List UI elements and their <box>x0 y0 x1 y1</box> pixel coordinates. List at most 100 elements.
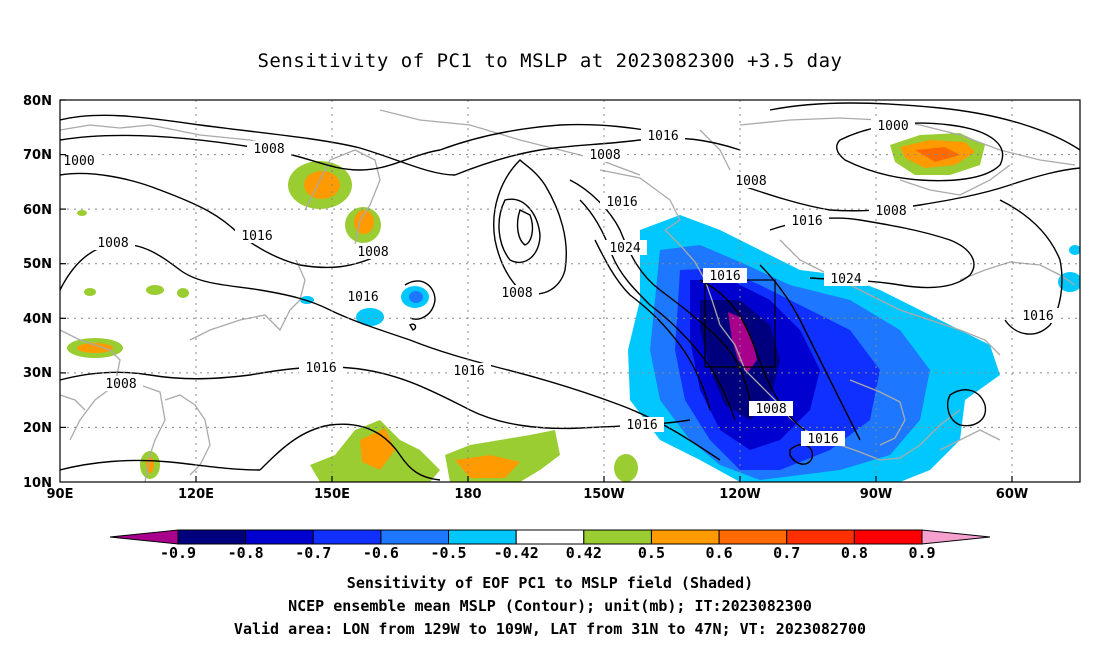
svg-text:1016: 1016 <box>626 418 657 433</box>
colorbar-tick-label: -0.42 <box>494 544 539 562</box>
contour-label: 1008 <box>351 244 395 260</box>
coastlines <box>60 109 1076 482</box>
colorbar-segment <box>650 529 720 545</box>
lon-label: 150W <box>583 487 624 502</box>
colorbar-segment <box>718 529 788 545</box>
contour-label: 1016 <box>447 363 491 379</box>
contour-label: 1008 <box>495 285 539 301</box>
contour-label: 1016 <box>641 128 685 144</box>
svg-text:1008: 1008 <box>97 236 128 251</box>
lon-label: 120W <box>719 487 760 502</box>
plot-frame <box>59 99 1081 483</box>
lon-label: 120E <box>178 487 214 502</box>
contour-label: 1016 <box>703 268 747 284</box>
svg-text:1008: 1008 <box>589 148 620 163</box>
lat-label: 80N <box>23 94 52 109</box>
contour-label: 1016 <box>299 360 343 376</box>
contour-label: 1016 <box>620 417 664 433</box>
lat-label: 10N <box>23 476 52 491</box>
contour-label: 1008 <box>749 401 793 417</box>
lat-label: 30N <box>23 366 52 381</box>
footer-line-2: NCEP ensemble mean MSLP (Contour); unit(… <box>288 597 812 615</box>
colorbar-tick-label: -0.9 <box>160 544 196 562</box>
colorbar-tick-label: 0.42 <box>566 544 602 562</box>
colorbar-tick-label: 0.6 <box>706 544 733 562</box>
colorbar-tick-label: -0.6 <box>363 544 399 562</box>
svg-text:1024: 1024 <box>830 272 861 287</box>
lat-label: 60N <box>23 203 52 218</box>
colorbar-segment <box>245 529 314 545</box>
svg-text:1000: 1000 <box>877 119 908 134</box>
colorbar-segment <box>312 529 382 545</box>
figure-title: Sensitivity of PC1 to MSLP at 2023082300… <box>257 50 843 72</box>
lon-label: 150E <box>314 487 350 502</box>
contour-label: 1016 <box>341 289 385 305</box>
colorbar-tick-label: -0.8 <box>228 544 264 562</box>
svg-text:1016: 1016 <box>453 364 484 379</box>
contour-label: 1016 <box>785 213 829 229</box>
colorbar-segment <box>515 529 585 545</box>
colorbar-tick-label: 0.5 <box>638 544 665 562</box>
lon-label: 180 <box>454 487 481 502</box>
footer-line-3: Valid area: LON from 129W to 109W, LAT f… <box>233 620 867 638</box>
svg-text:1016: 1016 <box>647 129 678 144</box>
contour-label: 1000 <box>871 118 915 134</box>
svg-text:1008: 1008 <box>735 174 766 189</box>
colorbar <box>109 529 991 545</box>
svg-text:1008: 1008 <box>253 142 284 157</box>
longitude-labels: 90E 120E 150E 180 150W 120W 90W 60W <box>47 487 1029 502</box>
latitude-labels: 80N 70N 60N 50N 40N 30N 20N 10N <box>23 94 52 491</box>
contour-label: 1016 <box>235 228 279 244</box>
lat-label: 20N <box>23 421 52 436</box>
axis-ticks <box>60 99 1013 482</box>
contour-label: 1008 <box>99 376 143 392</box>
svg-text:1008: 1008 <box>501 286 532 301</box>
colorbar-tick-label: 0.7 <box>773 544 800 562</box>
contour-label: 1016 <box>1016 308 1060 324</box>
colorbar-segment <box>448 529 517 545</box>
footer-line-1: Sensitivity of EOF PC1 to MSLP field (Sh… <box>346 574 754 592</box>
contour-label: 1008 <box>91 235 135 251</box>
contour-label: 1000 <box>60 153 101 169</box>
colorbar-max-arrow <box>921 529 991 545</box>
svg-text:1016: 1016 <box>1022 309 1053 324</box>
colorbar-labels: -0.9 -0.8 -0.7 -0.6 -0.5 -0.42 0.42 0.5 0.6 0.7 0.… <box>160 544 936 562</box>
colorbar-segment <box>380 529 450 545</box>
lon-label: 60W <box>996 487 1028 502</box>
lat-label: 50N <box>23 257 52 272</box>
contour-label: 1016 <box>600 194 644 210</box>
lat-label: 70N <box>23 148 52 163</box>
contour-label: 1024 <box>603 240 647 256</box>
colorbar-tick-label: 0.8 <box>841 544 868 562</box>
colorbar-tick-label: -0.5 <box>430 544 466 562</box>
contour-labels: 1000 1000 1008 1008 1008 1008 1008 1008 … <box>60 118 1060 447</box>
colorbar-min-arrow <box>109 529 179 545</box>
colorbar-tick-label: 0.9 <box>908 544 935 562</box>
gridlines <box>60 100 1080 482</box>
lon-label: 90E <box>47 487 74 502</box>
svg-text:1016: 1016 <box>606 195 637 210</box>
svg-text:1000: 1000 <box>63 154 94 169</box>
svg-text:1008: 1008 <box>755 402 786 417</box>
contour-label: 1016 <box>801 431 845 447</box>
contour-label: 1008 <box>869 203 913 219</box>
contour-label: 1024 <box>824 271 868 287</box>
svg-text:1016: 1016 <box>347 290 378 305</box>
svg-text:1024: 1024 <box>609 241 640 256</box>
lat-label: 40N <box>23 312 52 327</box>
colorbar-segment <box>583 529 652 545</box>
contour-label: 1008 <box>729 173 773 189</box>
svg-text:1016: 1016 <box>791 214 822 229</box>
colorbar-segment <box>786 529 855 545</box>
contour-label: 1008 <box>583 147 627 163</box>
svg-text:1016: 1016 <box>709 269 740 284</box>
svg-text:1008: 1008 <box>105 377 136 392</box>
svg-text:1008: 1008 <box>875 204 906 219</box>
lon-label: 90W <box>860 487 892 502</box>
svg-text:1016: 1016 <box>305 361 336 376</box>
colorbar-segment <box>853 529 923 545</box>
svg-text:1016: 1016 <box>241 229 272 244</box>
svg-text:1016: 1016 <box>807 432 838 447</box>
svg-text:1008: 1008 <box>357 245 388 260</box>
